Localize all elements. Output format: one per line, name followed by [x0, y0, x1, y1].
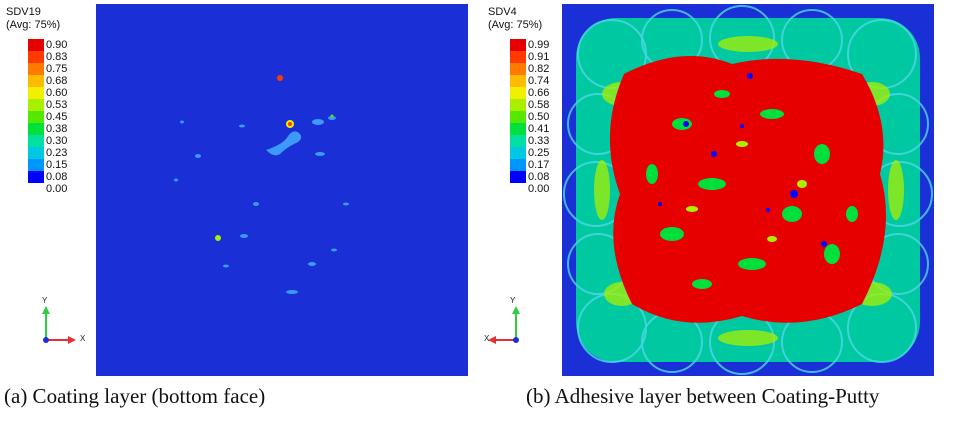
legend-tick: 0.91 [528, 51, 550, 63]
legend-tick: 0.25 [528, 147, 550, 159]
legend-adhesive: SDV4 (Avg: 75%) 0.99 0.91 0.82 0.74 0.66… [488, 6, 608, 221]
color-swatch [510, 135, 526, 147]
legend-tick: 0.50 [528, 111, 550, 123]
legend-tick: 0.00 [46, 183, 68, 195]
legend-tick: 0.38 [46, 123, 68, 135]
contour-field-coating [96, 4, 468, 376]
color-swatch [510, 87, 526, 99]
color-swatch [28, 39, 44, 51]
color-swatch [28, 135, 44, 147]
legend-tick: 0.41 [528, 123, 550, 135]
legend-tick: 0.23 [46, 147, 68, 159]
panel-coating-layer: SDV19 (Avg: 75%) 0.90 0.83 0.75 0.68 0.6… [0, 0, 470, 432]
legend-variable-name: SDV4 [488, 6, 517, 18]
legend-coating: SDV19 (Avg: 75%) 0.90 0.83 0.75 0.68 0.6… [6, 6, 126, 221]
axis-y-label: Y [42, 296, 48, 305]
contour-plot-coating [96, 4, 468, 376]
color-swatch [28, 75, 44, 87]
axis-triad-icon [488, 306, 520, 344]
legend-tick: 0.68 [46, 75, 68, 87]
legend-tick: 0.83 [46, 51, 68, 63]
color-swatch [28, 171, 44, 183]
legend-tick: 0.75 [46, 63, 68, 75]
color-swatch [28, 99, 44, 111]
legend-tick: 0.08 [528, 171, 550, 183]
legend-tick: 0.53 [46, 99, 68, 111]
caption-coating: (a) Coating layer (bottom face) [4, 384, 266, 408]
legend-tick: 0.45 [46, 111, 68, 123]
axis-y-label: Y [510, 296, 516, 305]
color-swatch [510, 75, 526, 87]
legend-tick: 0.74 [528, 75, 550, 87]
legend-averaging: (Avg: 75%) [488, 19, 543, 31]
color-swatch [28, 87, 44, 99]
color-swatch [28, 63, 44, 75]
legend-tick: 0.58 [528, 99, 550, 111]
legend-tick: 0.17 [528, 159, 550, 171]
color-swatch [510, 111, 526, 123]
color-swatch [510, 123, 526, 135]
axis-triad: Y X [484, 296, 544, 350]
legend-variable-name: SDV19 [6, 6, 41, 18]
color-swatch [510, 171, 526, 183]
color-swatch [28, 123, 44, 135]
color-swatch [28, 111, 44, 123]
color-swatch [510, 51, 526, 63]
color-swatch [510, 99, 526, 111]
color-swatch [510, 159, 526, 171]
contour-plot-adhesive [562, 4, 934, 376]
axis-triad-icon [42, 306, 76, 344]
contour-field-adhesive [562, 4, 934, 376]
legend-tick: 0.15 [46, 159, 68, 171]
color-swatch [28, 51, 44, 63]
legend-tick: 0.82 [528, 63, 550, 75]
axis-x-label: X [80, 334, 86, 343]
legend-tick: 0.08 [46, 171, 68, 183]
panel-adhesive-layer: SDV4 (Avg: 75%) 0.99 0.91 0.82 0.74 0.66… [482, 0, 956, 432]
legend-tick: 0.90 [46, 39, 68, 51]
color-swatch [510, 147, 526, 159]
legend-tick: 0.66 [528, 87, 550, 99]
legend-tick: 0.60 [46, 87, 68, 99]
color-swatch [510, 63, 526, 75]
caption-adhesive: (b) Adhesive layer between Coating-Putty [526, 384, 880, 408]
legend-tick: 0.33 [528, 135, 550, 147]
color-swatch [28, 147, 44, 159]
legend-tick: 0.00 [528, 183, 550, 195]
legend-averaging: (Avg: 75%) [6, 19, 61, 31]
axis-x-label: X [484, 334, 490, 343]
axis-triad: Y X [38, 296, 98, 350]
legend-tick: 0.99 [528, 39, 550, 51]
legend-tick: 0.30 [46, 135, 68, 147]
color-swatch [28, 159, 44, 171]
color-swatch [510, 39, 526, 51]
